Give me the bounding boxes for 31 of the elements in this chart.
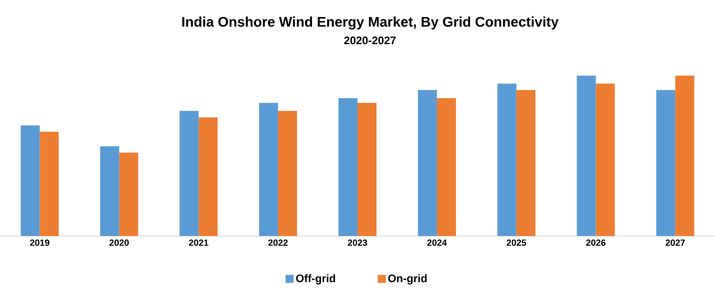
- x-tick-label: 2025: [506, 240, 526, 246]
- bar: [100, 146, 120, 236]
- bar: [516, 90, 536, 236]
- bar: [656, 90, 676, 236]
- x-tick-label: 2020: [110, 240, 129, 246]
- bar: [20, 125, 40, 236]
- bar: [40, 132, 59, 236]
- bar: [278, 110, 298, 236]
- x-tick-label: 2024: [427, 240, 447, 246]
- x-tick-label: 2027: [666, 240, 685, 246]
- bar: [198, 117, 218, 236]
- x-tick-label: 2026: [586, 240, 606, 246]
- bar: [418, 90, 437, 236]
- bar: [180, 110, 199, 236]
- bar: [596, 84, 615, 236]
- bar: [497, 84, 516, 236]
- x-tick-label: 2021: [188, 240, 208, 246]
- bar: [119, 152, 138, 236]
- chart-subtitle: 2020-2027: [344, 36, 396, 44]
- bar: [338, 98, 358, 236]
- legend-label: Off-grid: [296, 274, 336, 284]
- bar: [358, 102, 376, 236]
- x-tick-label: 2022: [268, 240, 288, 246]
- bar: [436, 98, 456, 236]
- legend-label: On-grid: [388, 274, 427, 284]
- x-tick-label: 2023: [348, 240, 368, 246]
- chart-title: India Onshore Wind Energy Market, By Grid Connectivity: [182, 16, 559, 30]
- bar: [259, 102, 278, 236]
- x-tick-label: 2019: [30, 240, 50, 246]
- bar: [675, 76, 694, 236]
- bar: [576, 76, 596, 236]
